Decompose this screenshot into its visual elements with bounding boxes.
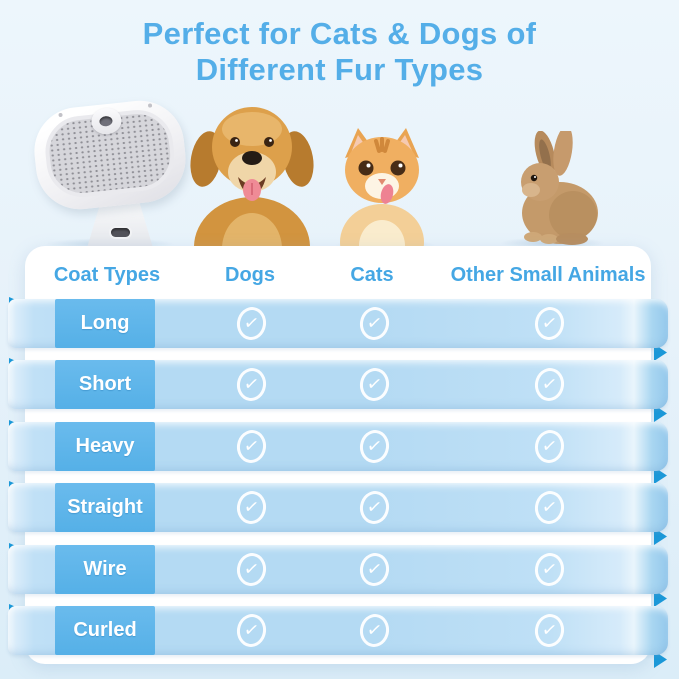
check-glyph: ✓ — [540, 434, 559, 459]
column-header-cats: Cats — [350, 264, 394, 286]
check-glyph: ✓ — [365, 311, 384, 336]
column-header-coat-types: Coat Types — [53, 264, 161, 286]
cat-image — [340, 128, 424, 246]
table-row-long: Long ✓ ✓ ✓ — [8, 297, 668, 361]
brush-head — [30, 96, 190, 214]
row-label: Heavy — [55, 422, 155, 471]
check-glyph: ✓ — [540, 618, 559, 643]
column-header-other-small-animals: Other Small Animals — [450, 264, 646, 286]
row-label: Straight — [55, 483, 155, 532]
check-glyph: ✓ — [242, 618, 261, 643]
row-label: Long — [55, 299, 155, 348]
table-row-heavy: Heavy ✓ ✓ ✓ — [8, 420, 668, 484]
check-glyph: ✓ — [242, 311, 261, 336]
check-glyph: ✓ — [540, 372, 559, 397]
check-glyph: ✓ — [365, 434, 384, 459]
page-title: Perfect for Cats & Dogs of Different Fur… — [0, 16, 679, 88]
check-glyph: ✓ — [365, 372, 384, 397]
rabbit-image — [521, 131, 598, 245]
brush-release-button — [111, 228, 130, 237]
check-glyph: ✓ — [540, 495, 559, 520]
check-glyph: ✓ — [365, 495, 384, 520]
check-glyph: ✓ — [242, 495, 261, 520]
check-glyph: ✓ — [540, 311, 559, 336]
row-label: Wire — [55, 545, 155, 594]
page-title-line2: Different Fur Types — [195, 52, 484, 87]
column-header-dogs: Dogs — [225, 264, 275, 286]
check-glyph: ✓ — [365, 557, 384, 582]
check-glyph: ✓ — [242, 557, 261, 582]
table-row-wire: Wire ✓ ✓ ✓ — [8, 543, 668, 607]
row-label: Short — [55, 360, 155, 409]
table-row-curled: Curled ✓ ✓ ✓ — [8, 604, 668, 668]
row-label: Curled — [55, 606, 155, 655]
check-glyph: ✓ — [242, 372, 261, 397]
dog-image — [190, 107, 314, 246]
grooming-brush-image — [30, 96, 190, 248]
table-row-short: Short ✓ ✓ ✓ — [8, 358, 668, 422]
check-glyph: ✓ — [540, 557, 559, 582]
brush-screw — [58, 112, 63, 118]
check-glyph: ✓ — [365, 618, 384, 643]
page-title-line1: Perfect for Cats & Dogs of — [142, 16, 537, 51]
check-glyph: ✓ — [242, 434, 261, 459]
table-row-straight: Straight ✓ ✓ ✓ — [8, 481, 668, 545]
brush-screw — [147, 103, 153, 108]
